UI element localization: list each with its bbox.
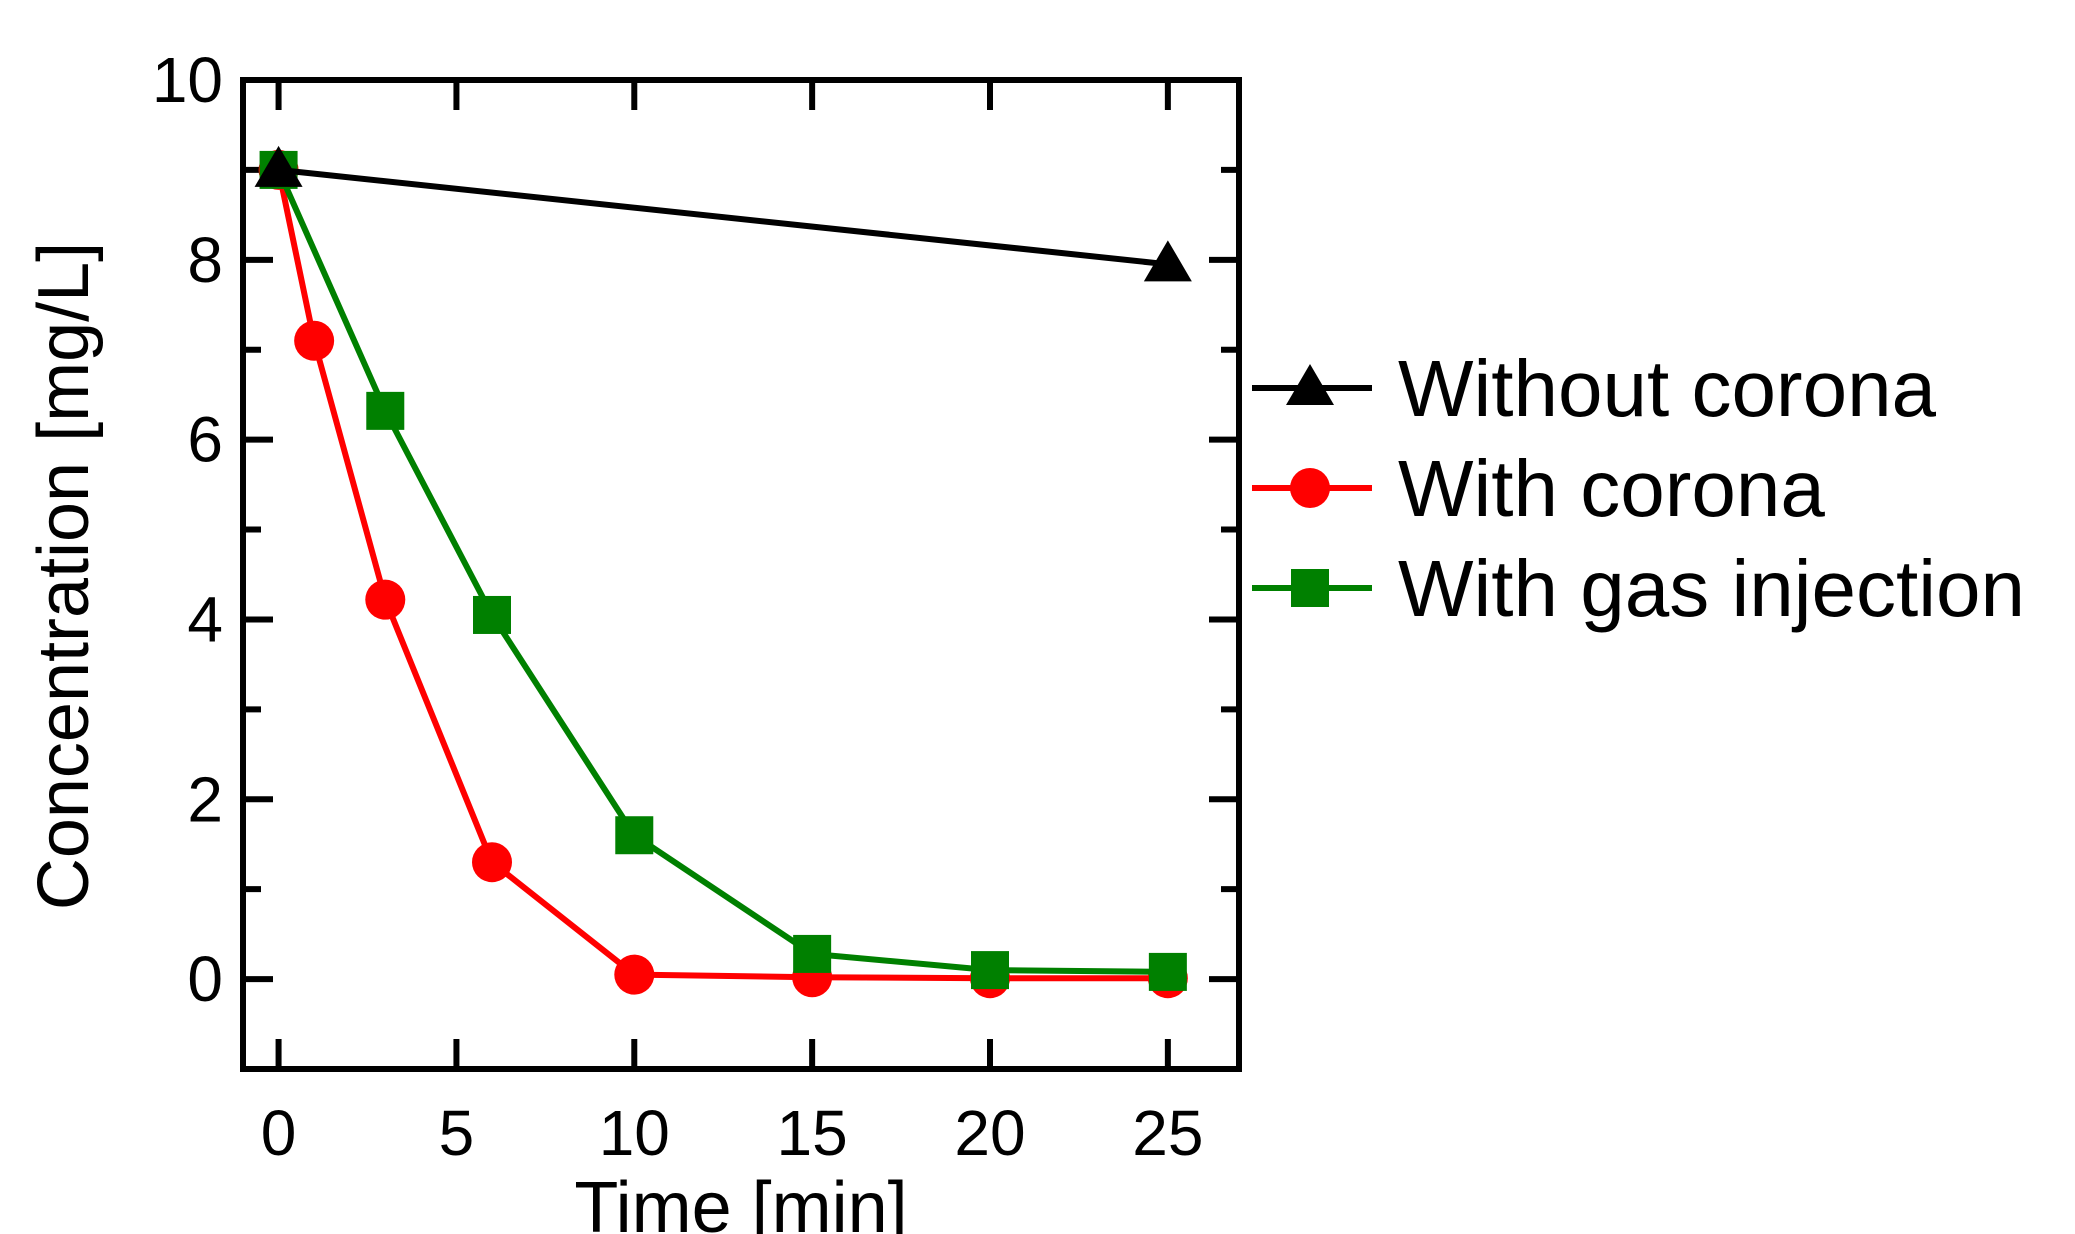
- x-tick-label: 5: [439, 1097, 475, 1169]
- data-point-with-gas-injection: [473, 595, 511, 634]
- data-point-without-corona: [254, 145, 303, 187]
- axis-ticks: [243, 77, 1239, 1069]
- x-tick-label: 0: [261, 1097, 297, 1169]
- data-point-with-corona: [472, 842, 512, 883]
- data-point-with-corona: [365, 579, 406, 620]
- legend-entry-with-corona: With corona: [1252, 444, 1825, 533]
- y-tick-label: 2: [187, 763, 223, 835]
- legend-entry-without-corona: Without corona: [1252, 344, 1937, 433]
- series-with-gas-injection: [259, 150, 1187, 991]
- plot-frame: [240, 77, 1242, 1072]
- x-tick-label: 25: [1132, 1097, 1203, 1169]
- y-tick-label: 0: [187, 943, 223, 1015]
- x-tick-label: 15: [777, 1097, 848, 1169]
- legend-marker: [1291, 569, 1329, 607]
- series-without-corona: [254, 145, 1192, 282]
- data-point-with-gas-injection: [971, 951, 1009, 990]
- legend: Without corona With corona With gas inject…: [1252, 344, 2025, 633]
- series-with-corona: [258, 149, 1188, 999]
- data-point-with-corona: [294, 320, 335, 361]
- x-tick-label: 20: [954, 1097, 1025, 1169]
- x-tick-label: 10: [599, 1097, 670, 1169]
- series-line-with-gas-injection: [275, 168, 1168, 975]
- series-line-without-corona: [278, 166, 1169, 268]
- data-point-with-gas-injection: [366, 391, 405, 430]
- y-tick-label: 10: [152, 44, 223, 116]
- series-line-with-corona: [275, 169, 1168, 982]
- legend-label: With gas injection: [1398, 544, 2025, 633]
- data-point-with-gas-injection: [615, 816, 654, 855]
- y-axis-title: Concentration [mg/L]: [24, 242, 104, 910]
- legend-label: With corona: [1398, 444, 1825, 533]
- data-point-with-gas-injection: [1148, 952, 1187, 991]
- legend-label: Without corona: [1398, 344, 1937, 433]
- data-point-with-corona: [614, 954, 655, 995]
- plot-series: [254, 145, 1192, 999]
- y-tick-label: 8: [187, 224, 223, 296]
- legend-entry-with-gas-injection: With gas injection: [1252, 544, 2025, 633]
- legend-marker: [1286, 364, 1334, 405]
- data-point-without-corona: [1143, 240, 1192, 282]
- y-tick-label: 6: [187, 404, 223, 476]
- legend-marker: [1290, 468, 1330, 508]
- y-tick-label: 4: [187, 583, 223, 655]
- tick-labels: 0 5 10 15 20 25 0 2 4 6 8 10: [152, 44, 1204, 1169]
- data-point-with-gas-injection: [793, 934, 832, 973]
- x-axis-title: Time [min]: [574, 1168, 907, 1234]
